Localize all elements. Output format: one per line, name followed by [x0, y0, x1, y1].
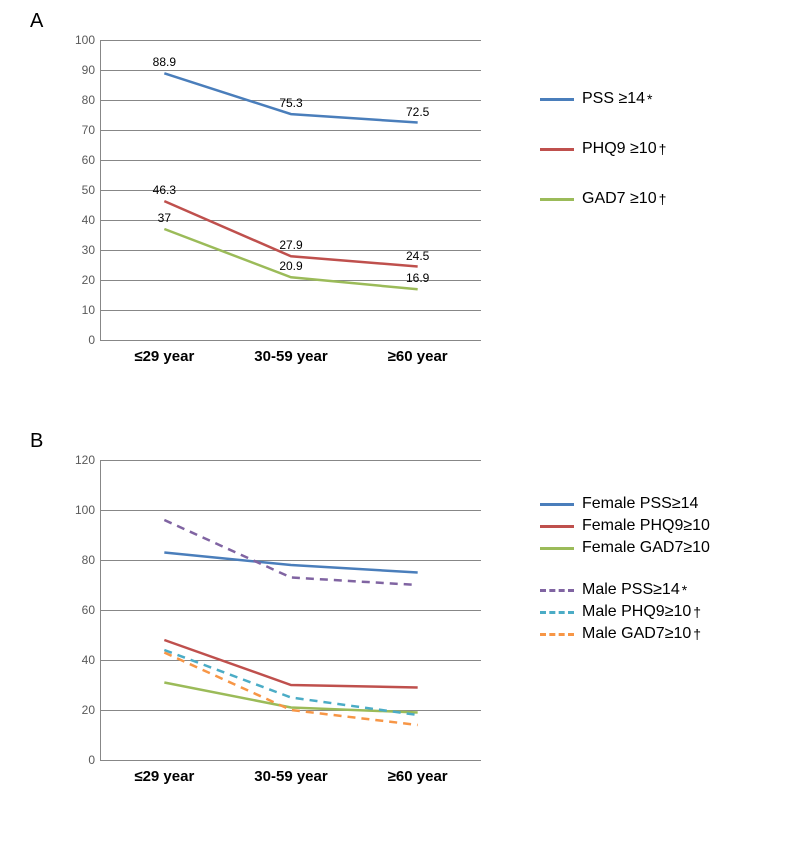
legend-text: Male PHQ9≥10 [582, 603, 691, 621]
y-tick-label: 50 [82, 183, 101, 197]
y-tick-label: 70 [82, 123, 101, 137]
legend-swatch [540, 589, 574, 592]
series-line [164, 201, 417, 266]
data-label: 72.5 [406, 105, 429, 119]
y-tick-label: 0 [88, 333, 101, 347]
legend-text: Male GAD7≥10 [582, 625, 691, 643]
x-category-label: 30-59 year [254, 760, 327, 785]
legend-item: Male GAD7≥10† [540, 625, 701, 643]
y-tick-label: 60 [82, 603, 101, 617]
x-category-label: 30-59 year [254, 340, 327, 365]
legend-swatch [540, 525, 574, 528]
legend-item: Female GAD7≥10 [540, 539, 710, 557]
legend-suffix: † [659, 191, 667, 207]
chart-b: 0 20 40 60 80 100 120 ≤29 year 30-59 year ≥60 yea… [0, 440, 798, 830]
series-svg [101, 460, 481, 760]
data-label: 88.9 [153, 55, 176, 69]
x-category-label: ≥60 year [388, 340, 448, 365]
legend-suffix: † [693, 604, 701, 620]
chart-a-plot: 0102030405060708090100≤29 year30-59 year… [100, 40, 481, 341]
legend-swatch [540, 503, 574, 506]
x-category-label: ≤29 year [134, 760, 194, 785]
legend-suffix: * [647, 91, 652, 107]
y-tick-label: 80 [82, 93, 101, 107]
y-tick-label: 10 [82, 303, 101, 317]
series-line [164, 640, 417, 688]
y-tick-label: 40 [82, 213, 101, 227]
x-category-label: ≥60 year [388, 760, 448, 785]
legend-item: PHQ9 ≥10† [540, 140, 666, 158]
legend-swatch [540, 98, 574, 101]
legend-text: PHQ9 ≥10 [582, 140, 657, 158]
legend-text: Female PSS≥14 [582, 495, 698, 513]
legend-suffix: † [659, 141, 667, 157]
y-tick-label: 20 [82, 273, 101, 287]
y-tick-label: 20 [82, 703, 101, 717]
chart-a: 0 10 20 30 40 50 60 70 80 90 100 ≤29 year 30-59 year… [0, 10, 798, 390]
y-tick-label: 40 [82, 653, 101, 667]
y-tick-label: 100 [75, 503, 101, 517]
legend-swatch [540, 611, 574, 614]
data-label: 27.9 [279, 238, 302, 252]
data-label: 20.9 [279, 259, 302, 273]
y-tick-label: 100 [75, 33, 101, 47]
y-tick-label: 0 [88, 753, 101, 767]
legend-text: PSS ≥14 [582, 90, 645, 108]
series-line [164, 520, 417, 585]
legend-suffix: † [693, 626, 701, 642]
series-line [164, 650, 417, 715]
y-tick-label: 80 [82, 553, 101, 567]
legend-swatch [540, 633, 574, 636]
legend-item: Female PSS≥14 [540, 495, 698, 513]
data-label: 37 [158, 211, 171, 225]
data-label: 75.3 [279, 96, 302, 110]
legend-text: Male PSS≥14 [582, 581, 680, 599]
legend-item: Male PSS≥14* [540, 581, 687, 599]
legend-swatch [540, 547, 574, 550]
y-tick-label: 30 [82, 243, 101, 257]
legend-swatch [540, 198, 574, 201]
y-tick-label: 90 [82, 63, 101, 77]
chart-b-plot: 020406080100120≤29 year30-59 year≥60 yea… [100, 460, 481, 761]
legend-text: GAD7 ≥10 [582, 190, 657, 208]
data-label: 16.9 [406, 271, 429, 285]
legend-swatch [540, 148, 574, 151]
data-label: 24.5 [406, 249, 429, 263]
y-tick-label: 120 [75, 453, 101, 467]
legend-item: GAD7 ≥10† [540, 190, 666, 208]
legend-text: Female GAD7≥10 [582, 539, 710, 557]
legend-suffix: * [682, 582, 687, 598]
x-category-label: ≤29 year [134, 340, 194, 365]
legend-text: Female PHQ9≥10 [582, 517, 710, 535]
y-tick-label: 60 [82, 153, 101, 167]
data-label: 46.3 [153, 183, 176, 197]
legend-item: Male PHQ9≥10† [540, 603, 701, 621]
series-line [164, 553, 417, 573]
legend-item: Female PHQ9≥10 [540, 517, 710, 535]
page: A 0102030405060708090100≤29 year30-59 ye… [0, 0, 798, 844]
legend-item: PSS ≥14* [540, 90, 653, 108]
